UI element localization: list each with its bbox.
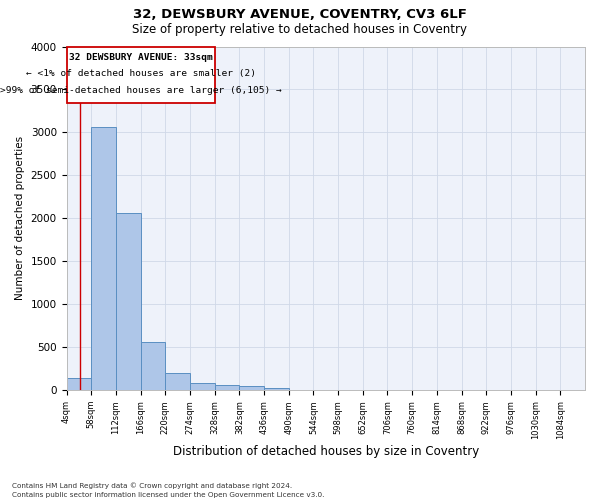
Text: Size of property relative to detached houses in Coventry: Size of property relative to detached ho… [133, 22, 467, 36]
Text: Contains HM Land Registry data © Crown copyright and database right 2024.: Contains HM Land Registry data © Crown c… [12, 482, 292, 489]
Text: 32, DEWSBURY AVENUE, COVENTRY, CV3 6LF: 32, DEWSBURY AVENUE, COVENTRY, CV3 6LF [133, 8, 467, 20]
Bar [264, 388, 289, 390]
Bar [190, 384, 215, 390]
Y-axis label: Number of detached properties: Number of detached properties [15, 136, 25, 300]
FancyBboxPatch shape [67, 46, 215, 103]
Bar [67, 378, 91, 390]
Bar [165, 372, 190, 390]
Text: >99% of semi-detached houses are larger (6,105) →: >99% of semi-detached houses are larger … [0, 86, 281, 95]
Bar [116, 213, 140, 390]
Text: ← <1% of detached houses are smaller (2): ← <1% of detached houses are smaller (2) [26, 70, 256, 78]
Bar [140, 342, 165, 390]
Bar [239, 386, 264, 390]
X-axis label: Distribution of detached houses by size in Coventry: Distribution of detached houses by size … [173, 444, 479, 458]
Bar [215, 385, 239, 390]
Text: 32 DEWSBURY AVENUE: 33sqm: 32 DEWSBURY AVENUE: 33sqm [69, 53, 212, 62]
Text: Contains public sector information licensed under the Open Government Licence v3: Contains public sector information licen… [12, 492, 325, 498]
Bar [91, 128, 116, 390]
